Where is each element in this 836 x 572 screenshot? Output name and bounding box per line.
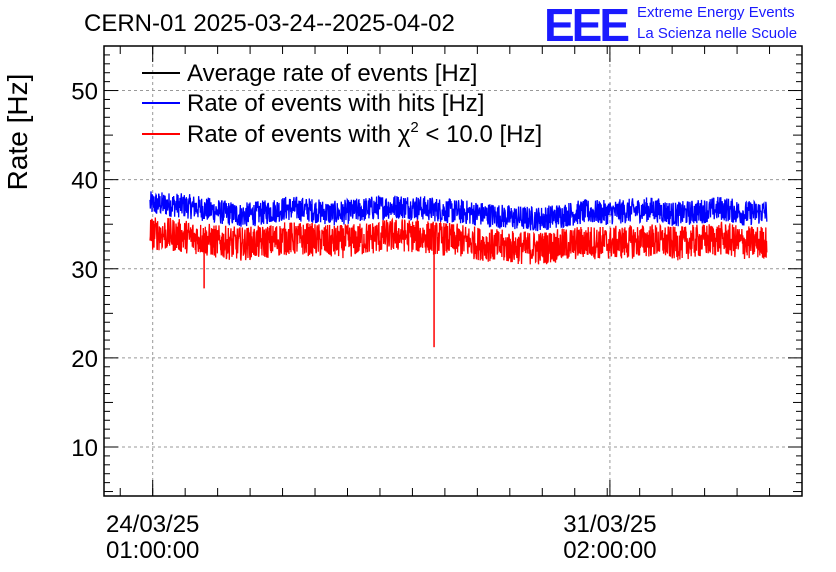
eee-logo: EEE xyxy=(544,0,630,51)
org-name-line2: La Scienza nelle Scuole xyxy=(637,25,798,42)
y-tick-label: 30 xyxy=(71,257,98,284)
x-tick-label-date: 24/03/25 xyxy=(106,511,199,538)
y-tick-label: 10 xyxy=(71,435,98,462)
legend-label: Rate of events with hits [Hz] xyxy=(187,90,484,117)
chart-title: CERN-01 2025-03-24--2025-04-02 xyxy=(84,10,455,37)
legend-label: Rate of events with χ2 < 10.0 [Hz] xyxy=(187,119,542,148)
y-tick-label: 50 xyxy=(71,79,98,106)
legend-label: Average rate of events [Hz] xyxy=(187,60,477,87)
series-line-chi2 xyxy=(149,217,768,265)
series-line-hits xyxy=(149,191,768,232)
org-name-line1: Extreme Energy Events xyxy=(637,4,795,21)
y-tick-label: 20 xyxy=(71,346,98,373)
y-tick-label: 40 xyxy=(71,168,98,195)
x-tick-label-time: 01:00:00 xyxy=(106,537,199,564)
plot-frame xyxy=(103,45,803,497)
x-tick-label-time: 02:00:00 xyxy=(563,537,656,564)
x-tick-label-date: 31/03/25 xyxy=(563,511,656,538)
